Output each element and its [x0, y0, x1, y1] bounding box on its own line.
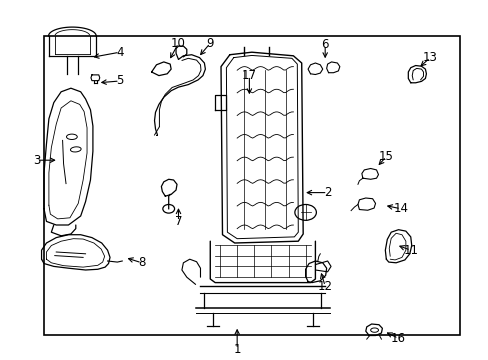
- Text: 17: 17: [242, 69, 256, 82]
- Text: 14: 14: [393, 202, 407, 215]
- Text: 8: 8: [138, 256, 145, 269]
- Text: 2: 2: [323, 186, 331, 199]
- Text: 13: 13: [422, 51, 437, 64]
- Text: 15: 15: [378, 150, 393, 163]
- Text: 7: 7: [174, 215, 182, 228]
- Text: 12: 12: [317, 280, 332, 293]
- Bar: [44, 36, 459, 335]
- Text: 11: 11: [403, 244, 417, 257]
- Text: 9: 9: [206, 37, 214, 50]
- Text: 6: 6: [321, 39, 328, 51]
- Text: 16: 16: [390, 332, 405, 345]
- Text: 10: 10: [171, 37, 185, 50]
- Text: 1: 1: [233, 343, 241, 356]
- Text: 4: 4: [116, 46, 123, 59]
- Text: 3: 3: [33, 154, 41, 167]
- Text: 5: 5: [116, 75, 123, 87]
